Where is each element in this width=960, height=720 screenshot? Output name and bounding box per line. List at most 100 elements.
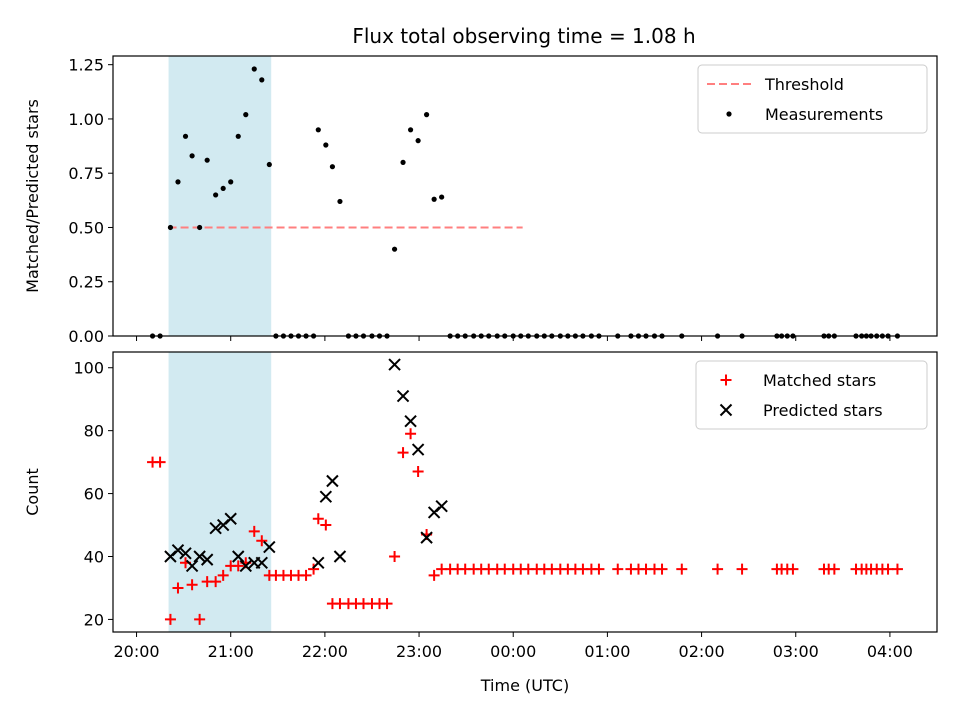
top-panel: 0.00 0.25 0.50 0.75 1.00 1.25 Matched/Predicte… — [23, 55, 938, 346]
measurement-point — [391, 246, 398, 252]
measurement-point — [220, 185, 226, 192]
matched-star-point — [405, 428, 417, 440]
x-tick-label: 23:00 — [396, 642, 442, 661]
matched-star-point — [389, 550, 401, 562]
y-tick-label: 80 — [84, 422, 104, 441]
y-tick-label: 1.00 — [68, 110, 104, 129]
highlight-span — [168, 56, 272, 336]
y-tick-label: 0.50 — [68, 218, 104, 237]
predicted-star-point — [200, 553, 214, 566]
matched-star-point — [397, 447, 409, 459]
matched-star-point — [891, 563, 903, 575]
measurement-point — [329, 164, 336, 170]
measurement-point — [315, 127, 321, 133]
matched-star-point — [320, 519, 332, 531]
matched-star-point — [210, 576, 222, 588]
measurement-point — [197, 224, 203, 231]
legend-measurement-label: Measurements — [765, 105, 883, 124]
measurement-point — [439, 194, 445, 200]
measurement-point — [400, 159, 406, 165]
x-tick-label: 02:00 — [679, 642, 725, 661]
measurement-point — [251, 66, 257, 72]
matched-star-point — [381, 598, 393, 610]
matched-star-point — [676, 563, 688, 575]
predicted-star-point — [388, 358, 401, 371]
x-tick-label: 00:00 — [490, 642, 536, 661]
matched-star-point — [186, 579, 198, 591]
y-tick-label: 60 — [84, 485, 104, 504]
matched-star-point — [248, 525, 260, 537]
y-axis-label: Count — [23, 468, 42, 516]
measurement-point — [337, 198, 343, 205]
x-tick-label: 22:00 — [302, 642, 348, 661]
predicted-star-point — [239, 559, 252, 573]
matched-star-point — [593, 563, 605, 575]
y-tick-label: 0.25 — [68, 273, 104, 292]
measurement-point — [266, 161, 272, 168]
predicted-star-point — [179, 547, 192, 560]
predicted-star-point — [396, 389, 410, 403]
matched-star-point — [164, 613, 176, 625]
measurement-point — [431, 196, 437, 202]
bottom-legend: Matched stars Predicted stars — [695, 360, 928, 430]
matched-star-point — [300, 569, 312, 581]
measurement-point — [189, 153, 195, 159]
figure-title: Flux total observing time = 1.08 h — [352, 24, 695, 48]
y-tick-label: 40 — [84, 547, 104, 566]
measurement-point — [243, 112, 249, 118]
predicted-star-point — [185, 559, 199, 573]
legend-matched-swatch — [720, 374, 732, 386]
bottom-axes-frame — [112, 351, 938, 633]
matched-star-point — [612, 563, 624, 575]
x-tick-label: 03:00 — [773, 642, 819, 661]
matched-star-point — [308, 563, 320, 575]
predicted-star-point — [411, 443, 425, 456]
predicted-star-point — [420, 531, 433, 544]
top-legend: Threshold Measurements — [697, 64, 928, 134]
legend-matched-label: Matched stars — [763, 371, 876, 390]
measurement-point — [228, 179, 234, 185]
matched-star-point — [736, 563, 748, 575]
x-tick-label: 04:00 — [867, 642, 913, 661]
y-tick-label: 100 — [73, 359, 104, 378]
predicted-star-point — [232, 550, 245, 563]
matched-star-point — [232, 560, 244, 572]
x-axis-label: Time (UTC) — [480, 676, 569, 695]
predicted-star-point — [255, 556, 268, 569]
x-tick-label: 20:00 — [113, 642, 159, 661]
measurement-point — [407, 127, 414, 133]
measurement-point — [423, 112, 430, 118]
top-axes-frame — [112, 55, 938, 337]
y-tick-label: 0.00 — [68, 327, 104, 346]
matched-star-point — [194, 613, 206, 625]
measurement-point — [175, 179, 181, 185]
x-tick-label: 01:00 — [584, 642, 630, 661]
legend-threshold-label: Threshold — [764, 75, 844, 94]
y-tick-label: 20 — [84, 610, 104, 629]
legend-measurement-swatch — [726, 111, 732, 117]
matched-star-point — [172, 582, 184, 594]
legend-predicted-label: Predicted stars — [763, 401, 883, 420]
measurement-point — [182, 133, 189, 139]
matched-star-point — [787, 563, 799, 575]
bottom-panel: 20 40 60 80 100 20:00 21:00 22:00 23:00 00:00 01:0… — [23, 351, 938, 695]
highlight-span — [168, 352, 272, 632]
predicted-star-point — [209, 521, 222, 535]
legend-predicted-swatch — [719, 403, 733, 417]
predicted-star-point — [224, 512, 237, 525]
predicted-star-point — [263, 540, 276, 554]
predicted-star-point — [404, 415, 417, 428]
predicted-star-point — [333, 550, 347, 563]
y-tick-label: 1.25 — [68, 56, 104, 75]
x-tick-label: 21:00 — [208, 642, 254, 661]
predicted-star-point — [326, 474, 339, 488]
measurement-point — [235, 133, 241, 139]
predicted-star-point — [312, 556, 325, 569]
matched-star-point — [217, 569, 229, 581]
measurement-point — [213, 192, 219, 198]
measurement-point — [204, 157, 210, 163]
matched-star-point — [882, 563, 894, 575]
matched-star-point — [712, 563, 724, 575]
matched-star-point — [256, 535, 268, 547]
